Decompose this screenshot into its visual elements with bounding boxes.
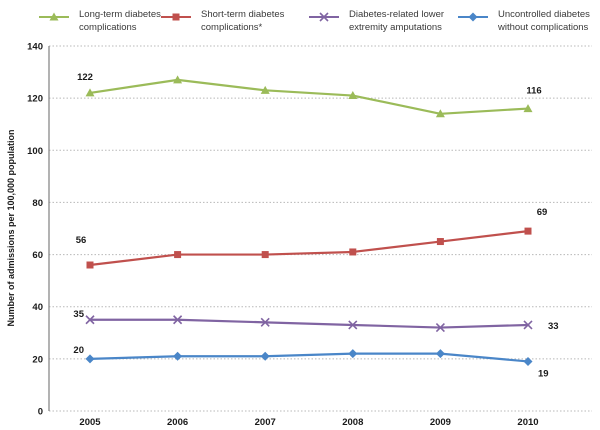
legend-item-uncontrolled-diabetes[interactable]: Uncontrolled diabetes without complicati… (457, 8, 590, 35)
legend-label-line2: without complications (498, 22, 589, 34)
legend-label: Long-term diabetes complications (79, 8, 161, 35)
y-tick-labels: 0 20 40 60 80 100 120 140 (27, 42, 43, 418)
legend-label-line1: Diabetes-related lower (349, 9, 445, 20)
svg-text:2009: 2009 (430, 417, 451, 428)
svg-text:60: 60 (32, 250, 43, 261)
data-label-last: 33 (548, 321, 559, 332)
legend-marker-square-icon (160, 10, 192, 22)
y-gridlines (49, 45, 592, 412)
legend-item-short-term-complications[interactable]: Short-term diabetes complications* (160, 8, 284, 35)
data-label-last: 19 (538, 368, 549, 379)
legend-marker-triangle-icon (38, 10, 70, 22)
svg-text:80: 80 (32, 198, 43, 209)
legend-item-long-term-complications[interactable]: Long-term diabetes complications (38, 8, 161, 35)
svg-text:20: 20 (32, 354, 43, 365)
legend-label-line1: Long-term diabetes (79, 9, 161, 20)
svg-text:2005: 2005 (79, 417, 101, 428)
data-label-first: 20 (73, 345, 84, 356)
legend-label-line2: complications* (201, 22, 263, 34)
svg-text:2006: 2006 (167, 417, 188, 428)
svg-text:100: 100 (27, 146, 43, 157)
data-label-last: 116 (526, 86, 541, 97)
svg-text:2008: 2008 (342, 417, 363, 428)
svg-text:0: 0 (38, 407, 43, 418)
legend-label-line1: Uncontrolled diabetes (498, 9, 590, 20)
y-axis-title: Number of admissions per 100,000 populat… (6, 129, 16, 326)
svg-text:140: 140 (27, 42, 43, 53)
legend-marker-diamond-icon (457, 10, 489, 22)
legend-label-line2: extremity amputations (349, 22, 442, 34)
legend-label-line1: Short-term diabetes (201, 9, 285, 20)
legend-label-line2: complications (79, 22, 137, 34)
series-0[interactable]: 122 116 (77, 72, 542, 118)
series-1[interactable]: 56 69 (76, 207, 548, 269)
legend-marker-x-icon (308, 10, 340, 22)
svg-text:120: 120 (27, 94, 43, 105)
data-label-first: 56 (76, 235, 87, 246)
svg-text:40: 40 (32, 302, 43, 313)
series-2[interactable]: 35 33 (73, 309, 559, 333)
svg-text:2007: 2007 (255, 417, 276, 428)
legend-label: Diabetes-related lower extremity amputat… (349, 8, 444, 35)
data-label-last: 69 (537, 207, 548, 218)
legend-label: Short-term diabetes complications* (201, 8, 284, 35)
legend-label: Uncontrolled diabetes without complicati… (498, 8, 590, 35)
legend-item-lower-extremity-amputations[interactable]: Diabetes-related lower extremity amputat… (308, 8, 444, 35)
data-label-first: 122 (77, 72, 93, 83)
x-tick-labels: 2005 2006 2007 2008 2009 2010 (79, 417, 538, 428)
legend: Long-term diabetes complications Short-t… (0, 6, 600, 42)
data-label-first: 35 (73, 309, 84, 320)
svg-text:2010: 2010 (517, 417, 538, 428)
